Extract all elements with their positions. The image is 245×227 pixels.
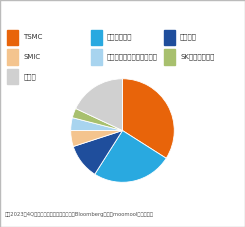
Text: TSMC: TSMC <box>23 34 43 40</box>
Text: その他: その他 <box>23 74 36 80</box>
Wedge shape <box>76 79 122 131</box>
Bar <box>91 30 102 45</box>
Wedge shape <box>72 109 122 131</box>
Text: インテル: インテル <box>180 34 197 40</box>
Text: SMIC: SMIC <box>23 54 40 60</box>
Text: SKハイニックス: SKハイニックス <box>180 54 214 60</box>
Text: サムスン電子: サムスン電子 <box>107 34 132 40</box>
Wedge shape <box>71 118 122 131</box>
Wedge shape <box>71 131 122 146</box>
Bar <box>7 69 18 84</box>
Wedge shape <box>95 131 166 182</box>
Bar <box>164 30 175 45</box>
Bar <box>164 49 175 64</box>
Bar <box>7 30 18 45</box>
Wedge shape <box>73 131 122 174</box>
Bar <box>91 49 102 64</box>
Text: 注：2023年4Qデータに基づく試算。出所：BloombergによりmoomooI証券が作成: 注：2023年4Qデータに基づく試算。出所：Bloombergによりmoomoo… <box>5 212 154 217</box>
Wedge shape <box>122 79 174 158</box>
Text: ASMLの主要顧客（売上高に占める比率ベース）: ASMLの主要顧客（売上高に占める比率ベース） <box>57 11 188 20</box>
Text: マイクロン・テクノロジー: マイクロン・テクノロジー <box>107 54 158 60</box>
Bar <box>7 49 18 64</box>
